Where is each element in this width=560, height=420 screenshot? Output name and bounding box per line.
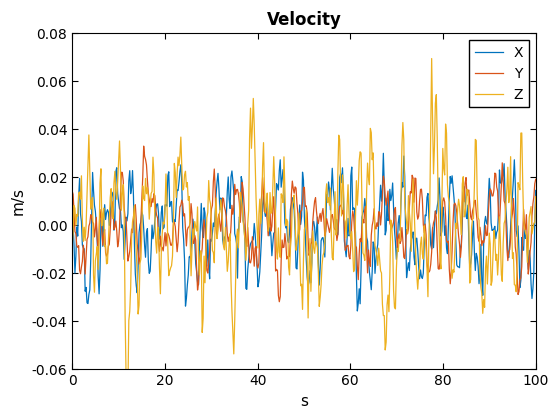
- X: [533, 188, 539, 193]
- X: [354, 308, 361, 313]
- X: [292, 229, 298, 234]
- Y: [451, 202, 458, 207]
- X: [69, 207, 76, 213]
- Line: X: X: [72, 153, 536, 311]
- Y: [276, 299, 283, 304]
- Y: [291, 191, 297, 196]
- Y-axis label: m/s: m/s: [11, 187, 26, 215]
- Y: [69, 189, 76, 194]
- Z: [124, 403, 130, 408]
- X: [380, 151, 387, 156]
- Z: [346, 212, 352, 217]
- Z: [533, 194, 539, 199]
- X: [320, 235, 326, 240]
- X: [289, 195, 296, 200]
- Z: [523, 233, 530, 238]
- Z: [428, 56, 435, 61]
- Y: [347, 256, 353, 261]
- X-axis label: s: s: [300, 394, 308, 409]
- X: [345, 216, 352, 221]
- Z: [293, 248, 300, 253]
- Z: [69, 244, 76, 249]
- Legend: X, Y, Z: X, Y, Z: [469, 40, 529, 108]
- Title: Velocity: Velocity: [267, 11, 342, 29]
- Y: [321, 234, 328, 239]
- Z: [451, 270, 458, 275]
- X: [451, 195, 458, 200]
- Z: [320, 250, 327, 255]
- Z: [290, 198, 297, 203]
- Y: [533, 177, 539, 182]
- X: [523, 233, 530, 238]
- Y: [141, 144, 147, 149]
- Y: [293, 201, 300, 206]
- Line: Y: Y: [72, 146, 536, 302]
- Y: [523, 212, 530, 217]
- Line: Z: Z: [72, 58, 536, 405]
